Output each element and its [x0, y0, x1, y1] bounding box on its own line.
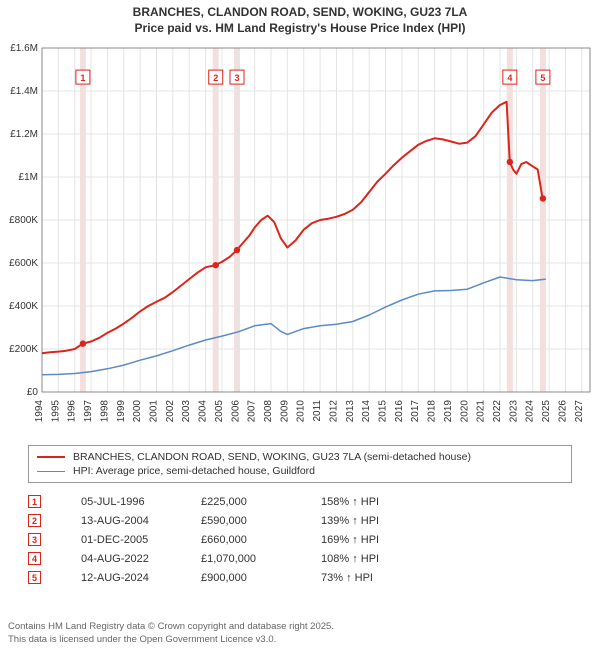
svg-text:£800K: £800K [9, 215, 38, 226]
chart-area: £0 £200K £400K £600K £800K £1M £1.2M £1.4M £1.6M… [0, 40, 600, 440]
svg-text:£200K: £200K [9, 344, 38, 355]
sale-date: 05-JUL-1996 [81, 496, 201, 508]
svg-text:£1.2M: £1.2M [10, 129, 38, 140]
sale-row: 3 01-DEC-2005£660,000169% ↑ HPI [28, 530, 572, 549]
svg-text:£600K: £600K [9, 258, 38, 269]
sale-pct-vs-hpi: 108% ↑ HPI [321, 553, 481, 565]
svg-text:1995: 1995 [50, 400, 61, 423]
legend: BRANCHES, CLANDON ROAD, SEND, WOKING, GU… [28, 445, 572, 483]
chart-svg: £0 £200K £400K £600K £800K £1M £1.2M £1.4M £1.6M… [0, 40, 600, 440]
sale-date: 12-AUG-2024 [81, 572, 201, 584]
sale-row: 4 04-AUG-2022£1,070,000108% ↑ HPI [28, 549, 572, 568]
svg-text:1999: 1999 [116, 400, 127, 423]
svg-text:2018: 2018 [427, 400, 438, 423]
svg-text:5: 5 [540, 73, 545, 83]
sale-date: 01-DEC-2005 [81, 534, 201, 546]
sale-marker-icon: 5 [28, 571, 41, 584]
svg-text:2011: 2011 [312, 400, 323, 422]
svg-text:2: 2 [213, 73, 218, 83]
sale-row: 5 12-AUG-2024£900,00073% ↑ HPI [28, 568, 572, 587]
sale-pct-vs-hpi: 73% ↑ HPI [321, 572, 481, 584]
svg-text:2027: 2027 [574, 400, 585, 423]
svg-text:2010: 2010 [296, 400, 307, 423]
sale-price: £1,070,000 [201, 553, 321, 565]
svg-text:2006: 2006 [230, 400, 241, 423]
svg-text:2020: 2020 [459, 400, 470, 423]
sale-price: £900,000 [201, 572, 321, 584]
svg-text:1996: 1996 [67, 400, 78, 423]
svg-text:2000: 2000 [132, 400, 143, 423]
svg-text:2016: 2016 [394, 400, 405, 423]
footer-line-2: This data is licensed under the Open Gov… [8, 634, 592, 646]
svg-text:2023: 2023 [508, 400, 519, 423]
svg-text:2026: 2026 [557, 400, 568, 423]
footer-attribution: Contains HM Land Registry data © Crown c… [8, 621, 592, 646]
svg-text:3: 3 [234, 73, 239, 83]
legend-label: HPI: Average price, semi-detached house,… [73, 465, 315, 477]
svg-text:2012: 2012 [328, 400, 339, 423]
legend-row: BRANCHES, CLANDON ROAD, SEND, WOKING, GU… [37, 450, 563, 464]
legend-label: BRANCHES, CLANDON ROAD, SEND, WOKING, GU… [73, 451, 471, 463]
svg-text:2024: 2024 [525, 400, 536, 423]
svg-text:1994: 1994 [34, 400, 45, 423]
page-root: BRANCHES, CLANDON ROAD, SEND, WOKING, GU… [0, 0, 600, 650]
sale-price: £660,000 [201, 534, 321, 546]
svg-text:2005: 2005 [214, 400, 225, 423]
svg-text:4: 4 [507, 73, 512, 83]
sale-price: £590,000 [201, 515, 321, 527]
chart-title: BRANCHES, CLANDON ROAD, SEND, WOKING, GU… [0, 0, 600, 36]
title-line-2: Price paid vs. HM Land Registry's House … [8, 20, 592, 36]
svg-text:2013: 2013 [345, 400, 356, 423]
footer-line-1: Contains HM Land Registry data © Crown c… [8, 621, 592, 633]
sale-pct-vs-hpi: 158% ↑ HPI [321, 496, 481, 508]
sale-row: 1 05-JUL-1996£225,000158% ↑ HPI [28, 492, 572, 511]
svg-text:£1.6M: £1.6M [10, 43, 38, 54]
sale-date: 13-AUG-2004 [81, 515, 201, 527]
sale-price: £225,000 [201, 496, 321, 508]
svg-text:2008: 2008 [263, 400, 274, 423]
sales-table: 1 05-JUL-1996£225,000158% ↑ HPI 2 13-AUG-20… [28, 492, 572, 587]
svg-text:2025: 2025 [541, 400, 552, 423]
svg-text:1998: 1998 [99, 400, 110, 423]
sale-pct-vs-hpi: 139% ↑ HPI [321, 515, 481, 527]
svg-text:2019: 2019 [443, 400, 454, 423]
title-line-1: BRANCHES, CLANDON ROAD, SEND, WOKING, GU… [8, 4, 592, 20]
sale-date: 04-AUG-2022 [81, 553, 201, 565]
svg-text:£0: £0 [27, 387, 39, 398]
sale-marker-icon: 3 [28, 533, 41, 546]
sale-pct-vs-hpi: 169% ↑ HPI [321, 534, 481, 546]
svg-text:£400K: £400K [9, 301, 38, 312]
svg-text:2021: 2021 [476, 400, 487, 423]
svg-text:2003: 2003 [181, 400, 192, 423]
svg-text:2022: 2022 [492, 400, 503, 423]
sale-marker-icon: 1 [28, 495, 41, 508]
sale-marker-icon: 4 [28, 552, 41, 565]
legend-swatch [37, 456, 65, 458]
svg-text:2007: 2007 [247, 400, 258, 423]
svg-text:2004: 2004 [198, 400, 209, 423]
legend-row: HPI: Average price, semi-detached house,… [37, 464, 563, 478]
svg-text:2002: 2002 [165, 400, 176, 423]
svg-text:2009: 2009 [279, 400, 290, 423]
svg-text:£1M: £1M [19, 172, 38, 183]
svg-text:2014: 2014 [361, 400, 372, 423]
svg-text:2015: 2015 [378, 400, 389, 423]
svg-text:1997: 1997 [83, 400, 94, 423]
svg-text:1: 1 [80, 73, 85, 83]
svg-text:£1.4M: £1.4M [10, 86, 38, 97]
svg-text:2001: 2001 [149, 400, 160, 423]
legend-swatch [37, 471, 65, 472]
svg-text:2017: 2017 [410, 400, 421, 423]
sale-row: 2 13-AUG-2004£590,000139% ↑ HPI [28, 511, 572, 530]
sale-marker-icon: 2 [28, 514, 41, 527]
